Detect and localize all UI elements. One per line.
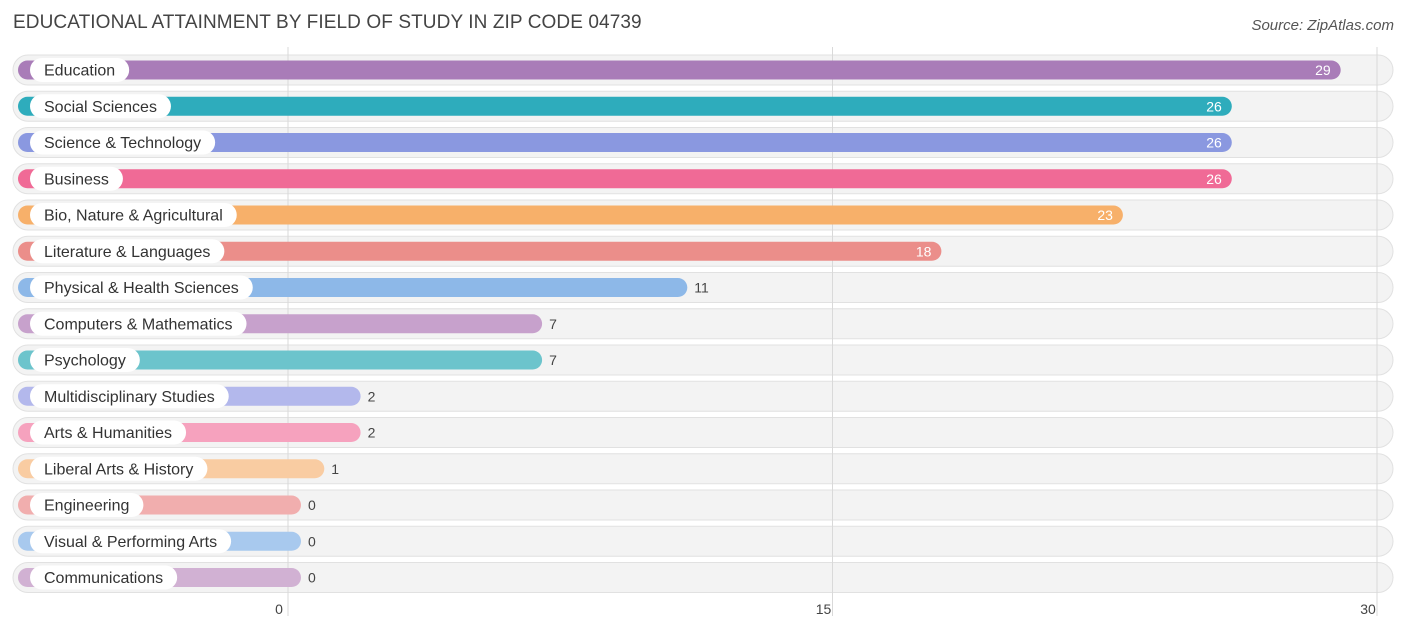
value-label: 11: [694, 280, 709, 296]
value-label: 2: [368, 425, 376, 441]
bar-label: Education: [44, 63, 115, 80]
bar-label-pill: [30, 275, 253, 300]
bar-label: Computers & Mathematics: [44, 316, 233, 333]
bar-label-pill: [30, 94, 171, 119]
bar[interactable]: [18, 169, 1232, 189]
bar-group-engineering[interactable]: Engineering 0: [18, 493, 316, 517]
bar-label-pill: [30, 58, 130, 82]
bar-group-bio-nature-and-agricultural[interactable]: Bio, Nature & Agricultural 23: [18, 203, 1123, 227]
x-tick-label: 30: [1360, 601, 1376, 617]
value-label: 1: [331, 461, 339, 477]
bar-label: Psychology: [44, 353, 126, 370]
bar-group-literature-and-languages[interactable]: Literature & Languages 18: [18, 239, 942, 264]
bar-label: Liberal Arts & History: [44, 461, 193, 478]
chart-title: EDUCATIONAL ATTAINMENT BY FIELD OF STUDY…: [13, 12, 642, 33]
bar-group-education[interactable]: Education 29: [18, 58, 1341, 82]
value-label: 26: [1206, 135, 1222, 151]
bar[interactable]: [18, 60, 1341, 80]
bar-group-multidisciplinary-studies[interactable]: Multidisciplinary Studies 2: [18, 384, 376, 409]
x-axis: 0 15 30: [275, 601, 1376, 617]
bar-label: Bio, Nature & Agricultural: [44, 208, 223, 225]
bar-group-psychology[interactable]: Psychology 7: [18, 348, 557, 372]
bar-label-pill: [30, 493, 144, 517]
bar-group-communications[interactable]: Communications 0: [18, 565, 316, 590]
bar-label: Literature & Languages: [44, 244, 210, 261]
value-label: 23: [1097, 207, 1113, 223]
bar-label: Visual & Performing Arts: [44, 534, 217, 551]
row-background: [12, 562, 1394, 593]
bar[interactable]: [18, 205, 1123, 225]
bar-label: Business: [44, 171, 109, 188]
bar-group-business[interactable]: Business 26: [18, 166, 1232, 191]
bar-label-pill: [30, 420, 187, 445]
row-background: [12, 417, 1394, 448]
bar-label: Arts & Humanities: [44, 425, 172, 442]
bar-label-pill: [30, 456, 208, 481]
bar-group-physical-and-health-sciences[interactable]: Physical & Health Sciences 11: [18, 275, 709, 300]
bar-label: Social Sciences: [44, 99, 157, 116]
value-label: 7: [549, 316, 557, 332]
bar-label-pill: [30, 130, 216, 155]
value-label: 2: [368, 388, 376, 404]
bar-group-arts-and-humanities[interactable]: Arts & Humanities 2: [18, 420, 376, 445]
value-label: 0: [308, 533, 316, 549]
bar[interactable]: [18, 96, 1232, 116]
bar-label-pill: [30, 166, 123, 191]
bar-group-computers-and-mathematics[interactable]: Computers & Mathematics 7: [18, 311, 557, 336]
bar-label-pill: [30, 529, 232, 554]
row-background: [12, 380, 1394, 412]
bar[interactable]: [18, 350, 543, 370]
bar-label: Engineering: [44, 498, 129, 515]
bar-label: Physical & Health Sciences: [44, 280, 239, 297]
bar-group-visual-and-performing-arts[interactable]: Visual & Performing Arts 0: [18, 529, 316, 554]
bar-label-pill: [30, 348, 140, 372]
bar-label-pill: [30, 239, 225, 264]
bar-label-pill: [30, 565, 178, 590]
value-label: 0: [308, 570, 316, 586]
bar-label: Science & Technology: [44, 135, 201, 152]
value-label: 0: [308, 497, 316, 513]
value-label: 26: [1206, 171, 1222, 187]
value-label: 29: [1315, 62, 1331, 78]
x-tick-label: 15: [816, 601, 832, 617]
bar[interactable]: [18, 241, 942, 261]
source-label: Source: ZipAtlas.com: [1251, 17, 1394, 34]
x-tick-label: 0: [275, 601, 283, 617]
row-background: [12, 453, 1394, 485]
value-label: 18: [916, 243, 932, 259]
row-background: [12, 489, 1394, 521]
row-background: [12, 525, 1394, 557]
bar-label-pill: [30, 311, 247, 336]
bar[interactable]: [18, 133, 1232, 152]
bar-label: Communications: [44, 570, 163, 587]
bar-group-liberal-arts-and-history[interactable]: Liberal Arts & History 1: [18, 456, 339, 481]
bar-group-social-sciences[interactable]: Social Sciences 26: [18, 94, 1232, 119]
bar-label: Multidisciplinary Studies: [44, 389, 215, 406]
bar-label-pill: [30, 384, 229, 409]
bar-label-pill: [30, 203, 237, 227]
bar-group-science-and-technology[interactable]: Science & Technology 26: [18, 130, 1232, 155]
value-label: 26: [1206, 98, 1222, 114]
value-label: 7: [549, 352, 557, 368]
